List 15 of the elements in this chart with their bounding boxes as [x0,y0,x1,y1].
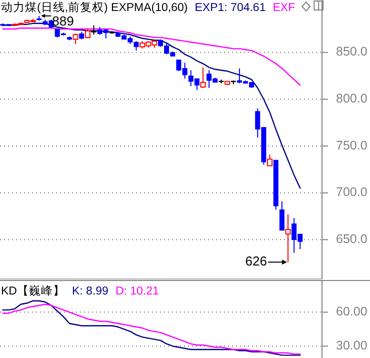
text: EXF [272,2,296,14]
y-tick-label: 60.00 [336,304,368,318]
y-tick-label: 750.0 [336,138,368,152]
annotation: 889 [52,13,74,28]
y-tick-label: 650.0 [336,232,368,246]
y-tick-label: 800.0 [336,92,368,106]
text: EXP1: 704.61 [194,2,266,14]
y-tick-label: 850.0 [336,44,368,59]
text: D: 10.21 [115,286,159,298]
chart-title: KD【巍峰】 [1,284,65,298]
series-label: K: 8.99 [72,286,108,298]
chart-title: 动力煤(日线,前复权) EXPMA(10,60) [1,1,188,14]
y-tick-label: 700.0 [336,185,368,200]
annotation: 626 [245,254,267,269]
y-tick-label: 30.00 [336,338,368,352]
